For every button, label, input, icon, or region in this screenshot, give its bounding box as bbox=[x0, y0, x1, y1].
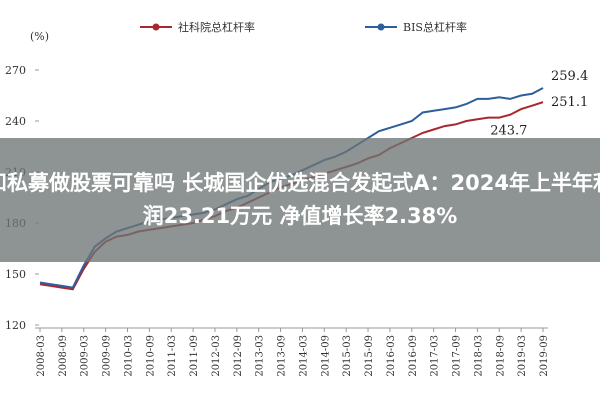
legend-marker bbox=[377, 23, 385, 31]
x-tick-label: 2013-03 bbox=[255, 335, 266, 377]
x-tick-label: 2009-03 bbox=[80, 335, 91, 377]
y-axis-label: (%) bbox=[30, 30, 49, 43]
x-tick-label: 2019-03 bbox=[517, 335, 528, 377]
x-tick-label: 2014-09 bbox=[320, 335, 331, 377]
x-tick-label: 2011-03 bbox=[167, 335, 178, 377]
x-tick-label: 2017-03 bbox=[430, 335, 441, 377]
x-tick-label: 2010-09 bbox=[145, 335, 156, 377]
y-tick-label: 240 bbox=[5, 115, 26, 128]
x-tick-label: 2012-03 bbox=[211, 335, 222, 377]
annotation: 243.7 bbox=[490, 124, 527, 139]
x-tick-label: 2009-09 bbox=[102, 335, 113, 377]
annotation: 259.4 bbox=[551, 69, 588, 84]
banner-text: 和私募做股票可靠吗 长城国企优选混合发起式A：2024年上半年利润23.21万元… bbox=[0, 171, 600, 228]
x-tick-label: 2018-03 bbox=[473, 335, 484, 377]
x-tick-label: 2018-09 bbox=[495, 335, 506, 377]
legend-marker bbox=[152, 23, 160, 31]
legend-label: BIS总杠杆率 bbox=[403, 20, 467, 34]
y-tick-label: 120 bbox=[5, 319, 26, 332]
x-tick-label: 2019-09 bbox=[539, 335, 550, 377]
y-tick-label: 270 bbox=[5, 64, 26, 77]
x-tick-label: 2011-09 bbox=[189, 335, 200, 377]
x-tick-label: 2008-03 bbox=[36, 335, 47, 377]
x-tick-label: 2008-09 bbox=[58, 335, 69, 377]
banner: 和私募做股票可靠吗 长城国企优选混合发起式A：2024年上半年利润23.21万元… bbox=[0, 138, 600, 262]
x-tick-label: 2010-03 bbox=[123, 335, 134, 377]
x-tick-label: 2016-03 bbox=[386, 335, 397, 377]
x-tick-label: 2016-09 bbox=[408, 335, 419, 377]
annotation: 251.1 bbox=[551, 95, 588, 110]
x-tick-label: 2014-03 bbox=[298, 335, 309, 377]
x-tick-label: 2012-09 bbox=[233, 335, 244, 377]
x-tick-label: 2015-09 bbox=[364, 335, 375, 377]
x-tick-label: 2015-03 bbox=[342, 335, 353, 377]
x-tick-label: 2013-09 bbox=[277, 335, 288, 377]
y-tick-label: 150 bbox=[5, 268, 26, 281]
x-tick-label: 2017-09 bbox=[452, 335, 463, 377]
legend-label: 社科院总杠杆率 bbox=[178, 20, 255, 34]
